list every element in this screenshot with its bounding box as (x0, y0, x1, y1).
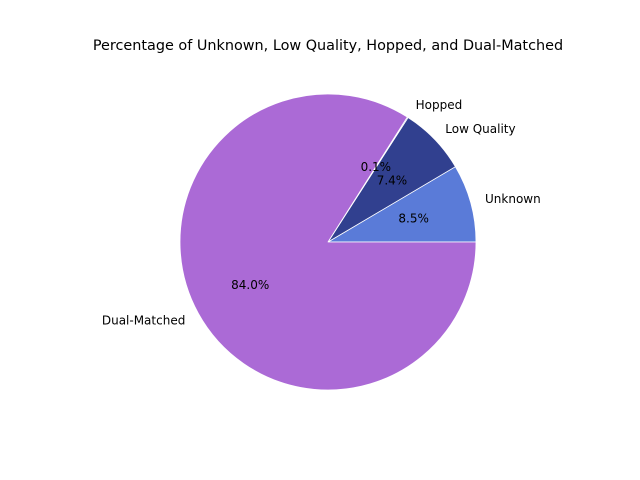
slice-labels: Unknown Low Quality Hopped Dual-Matched (102, 98, 541, 328)
slice-label-low-quality: Low Quality (445, 122, 515, 136)
pie-slice-dual-matched (179, 93, 477, 391)
slice-percent-labels: 8.5% 7.4%0.1% 84.0% (231, 160, 429, 292)
slice-percent-low-quality: 7.4% (377, 173, 408, 187)
slice-percent-unknown: 8.5% (398, 212, 429, 226)
slice-label-unknown: Unknown (485, 192, 541, 206)
chart-title: Percentage of Unknown, Low Quality, Hopp… (93, 38, 563, 54)
slice-label-dual-matched: Dual-Matched (102, 313, 185, 327)
pie-wedges (179, 93, 477, 391)
slice-percent-hopped: 0.1% (361, 160, 392, 174)
slice-percent-dual-matched: 84.0% (231, 278, 269, 292)
slice-label-hopped: Hopped (416, 98, 463, 112)
